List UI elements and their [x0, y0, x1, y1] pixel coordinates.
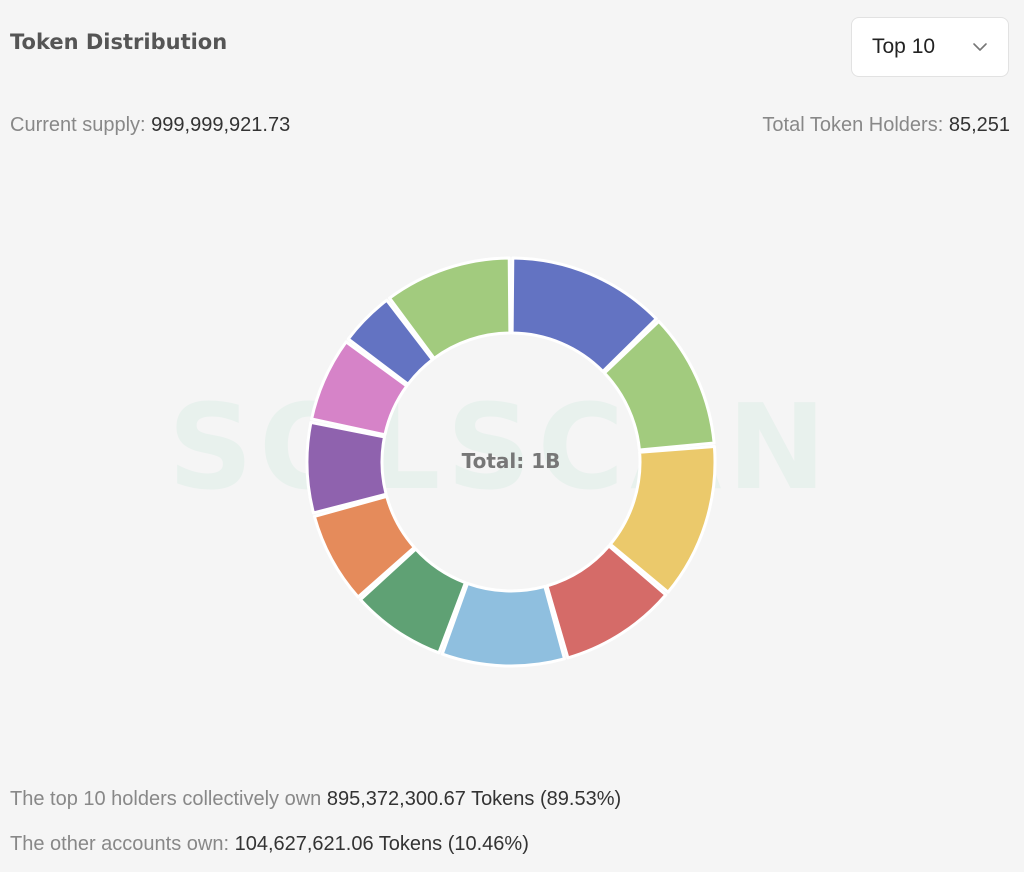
chart-center-label: Total: 1B — [462, 449, 561, 473]
donut-slice-1[interactable] — [510, 256, 658, 373]
donut-slice-10[interactable] — [346, 298, 434, 386]
page-title: Token Distribution — [10, 30, 228, 54]
other-accounts-value: 104,627,621.06 Tokens (10.46%) — [234, 833, 529, 855]
solscan-watermark: SOLSCAN — [168, 378, 833, 516]
donut-slice-8[interactable] — [305, 420, 388, 515]
top-holders-label: The top 10 holders collectively own — [10, 788, 327, 810]
donut-slice-7[interactable] — [312, 494, 416, 599]
donut-slice-2[interactable] — [602, 319, 716, 452]
donut-slice-9[interactable] — [310, 340, 409, 437]
donut-slice-5[interactable] — [440, 581, 566, 668]
total-token-holders: Total Token Holders: 85,251 — [762, 114, 1010, 137]
other-accounts-label: The other accounts own: — [10, 833, 235, 855]
donut-slice-4[interactable] — [545, 544, 668, 660]
donut-slice-3[interactable] — [608, 444, 717, 594]
select-value: Top 10 — [872, 35, 936, 58]
current-supply: Current supply: 999,999,921.73 — [10, 114, 290, 137]
holders-value: 85,251 — [948, 114, 1010, 136]
current-supply-value: 999,999,921.73 — [151, 114, 291, 136]
top-holders-summary: The top 10 holders collectively own 895,… — [10, 788, 621, 811]
other-accounts-summary: The other accounts own: 104,627,621.06 T… — [10, 833, 529, 856]
donut-slice-6[interactable] — [358, 547, 467, 655]
top-n-select[interactable]: Top 10 — [851, 17, 1009, 77]
top-holders-value: 895,372,300.67 Tokens (89.53%) — [326, 788, 622, 810]
holders-label: Total Token Holders: — [762, 114, 949, 136]
chevron-down-icon — [972, 42, 988, 52]
donut-slice-11[interactable] — [388, 256, 512, 360]
current-supply-label: Current supply: — [10, 114, 152, 136]
